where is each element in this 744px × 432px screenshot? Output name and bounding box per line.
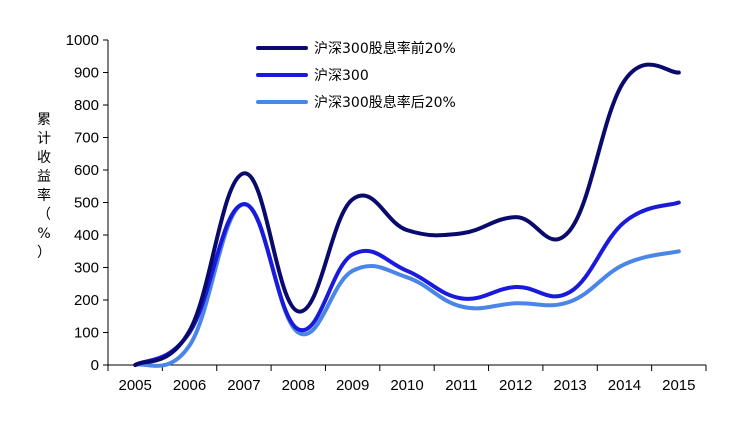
- y-tick-label: 0: [91, 357, 99, 374]
- y-axis: 0 100 200 300 400 500 600 700 800 900 1000: [66, 32, 109, 374]
- y-tick-label: 700: [74, 130, 99, 147]
- y-tick-label: 1000: [66, 32, 99, 49]
- y-tick-label: 100: [74, 325, 99, 342]
- x-tick-label: 2006: [173, 377, 206, 394]
- legend-label: 沪深300股息率后20%: [314, 94, 456, 111]
- x-tick-label: 2005: [118, 377, 151, 394]
- x-tick-label: 2010: [390, 377, 423, 394]
- x-tick-label: 2007: [227, 377, 260, 394]
- y-tick-label: 900: [74, 65, 99, 82]
- y-tick-label: 500: [74, 195, 99, 212]
- x-axis: 2005 2006 2007 2008 2009 2010 2011 2012 2013 2014…: [107, 364, 707, 394]
- series-line-0: [133, 62, 681, 367]
- x-tick-label: 2009: [336, 377, 369, 394]
- x-tick-label: 2012: [499, 377, 532, 394]
- x-tick-label: 2015: [662, 377, 695, 394]
- x-tick-label: 2013: [553, 377, 586, 394]
- y-tick-label: 600: [74, 162, 99, 179]
- x-tick-label: 2008: [282, 377, 315, 394]
- y-tick-label: 300: [74, 260, 99, 277]
- y-axis-label: 累计收益率（%）: [37, 112, 51, 261]
- y-tick-label: 400: [74, 227, 99, 244]
- legend: 沪深300股息率前20% 沪深300 沪深300股息率后20%: [256, 40, 456, 111]
- y-tick-label: 200: [74, 292, 99, 309]
- series-line-1: [133, 200, 681, 367]
- y-tick-label: 800: [74, 97, 99, 114]
- x-tick-label: 2014: [608, 377, 641, 394]
- series-lines: [133, 62, 681, 368]
- x-tick-label: 2011: [445, 377, 477, 394]
- legend-label: 沪深300: [314, 68, 369, 84]
- y-axis-label-text: 累计收益率（%）: [37, 112, 51, 261]
- legend-label: 沪深300股息率前20%: [314, 40, 456, 57]
